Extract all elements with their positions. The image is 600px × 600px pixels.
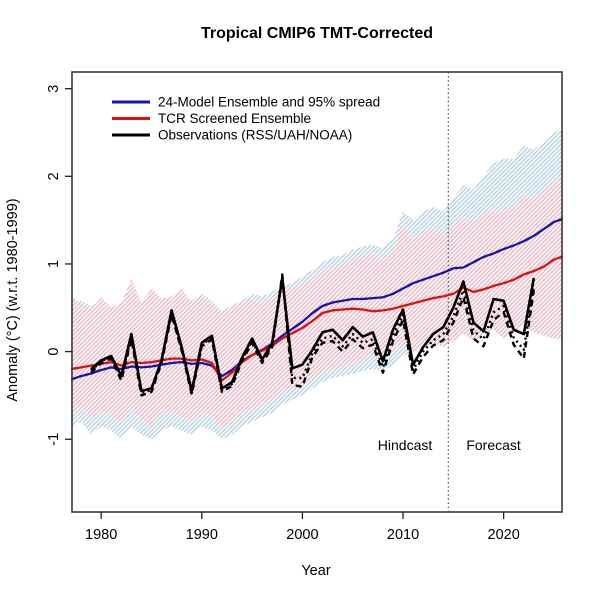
legend-label-ensemble: 24-Model Ensemble and 95% spread (158, 95, 380, 110)
x-tick-label-2020: 2020 (488, 527, 520, 543)
axes-ticks: 1980 1990 2000 2010 2020 -1 0 1 2 3 (46, 85, 520, 543)
y-tick-label--1: -1 (46, 433, 62, 446)
x-tick-label-2010: 2010 (387, 527, 419, 543)
x-axis-label: Year (301, 563, 330, 579)
chart-title: Tropical CMIP6 TMT-Corrected (201, 25, 433, 42)
tcr-spread-band (71, 176, 563, 429)
ensemble-mean-line (71, 217, 563, 381)
legend-label-observations: Observations (RSS/UAH/NOAA) (158, 128, 352, 143)
x-tick-label-2000: 2000 (286, 527, 318, 543)
y-tick-label-1: 1 (46, 260, 62, 268)
y-tick-label-2: 2 (46, 172, 62, 180)
tcr-ensemble-line (71, 255, 563, 382)
y-tick-label-0: 0 (46, 348, 62, 356)
x-tick-label-1980: 1980 (85, 527, 117, 543)
legend-label-tcr: TCR Screened Ensemble (158, 111, 311, 126)
obs-dashed-line (90, 273, 535, 397)
y-axis-label: Anomaly (°C) (w.r.t. 1980-1999) (5, 198, 21, 401)
data-lines (71, 217, 563, 397)
annotation-hindcast: Hindcast (378, 437, 433, 453)
obs-solid-line (90, 276, 536, 393)
spread-bands (71, 128, 563, 440)
y-tick-label-3: 3 (46, 85, 62, 93)
legend: 24-Model Ensemble and 95% spread TCR Scr… (112, 95, 380, 143)
annotation-forecast: Forecast (466, 437, 521, 453)
x-tick-label-1990: 1990 (186, 527, 218, 543)
plot-border (71, 71, 563, 513)
